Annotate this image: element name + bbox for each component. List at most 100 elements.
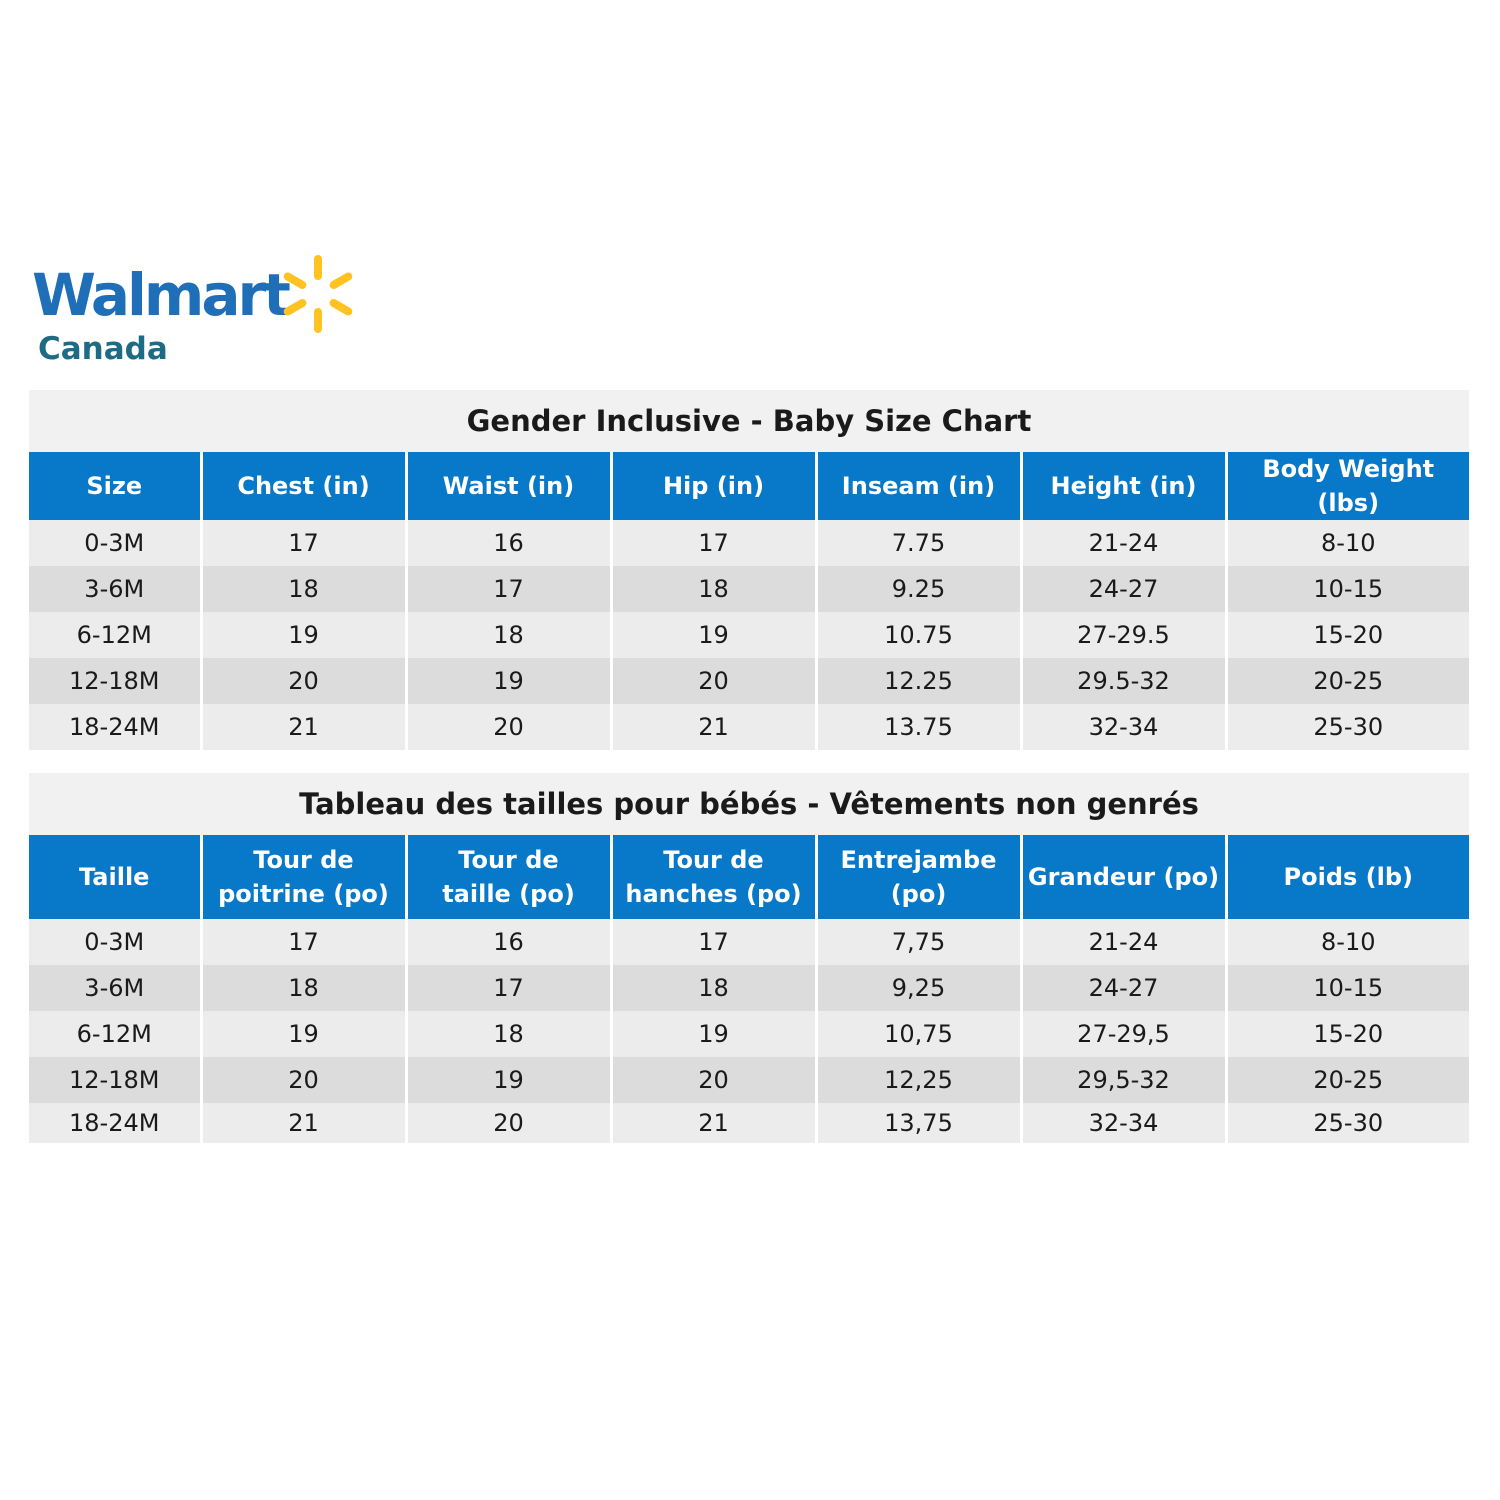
size-chart-english: Gender Inclusive - Baby Size Chart Size C… [29,390,1469,750]
column-header-text: Height (in) [1050,472,1197,500]
value-cell: 19 [199,612,406,658]
value-cell: 15-20 [1224,1011,1469,1057]
column-header-text: taille (po) [442,880,575,908]
walmart-canada-logo: Walmart Canada [32,252,372,372]
value-cell: 21 [199,704,406,750]
column-header: Body Weight (lbs) [1224,452,1469,520]
value-cell: 27-29.5 [1019,612,1226,658]
size-cell: 3-6M [29,566,201,612]
column-header-text: Taille [79,863,150,891]
value-cell: 8-10 [1224,520,1469,566]
column-header: Inseam (in) [814,452,1021,520]
value-cell: 16 [404,919,611,965]
size-table: Taille Tour de poitrine (po) Tour de taille … [29,835,1469,1143]
value-cell: 21 [609,704,816,750]
size-cell: 12-18M [29,658,201,704]
column-header: Height (in) [1019,452,1226,520]
value-cell: 9,25 [814,965,1021,1011]
value-cell: 24-27 [1019,566,1226,612]
size-cell: 18-24M [29,704,201,750]
column-header: Chest (in) [199,452,406,520]
column-header-text: Tour de [458,846,559,874]
value-cell: 17 [404,566,611,612]
value-cell: 18 [199,965,406,1011]
column-header-text: Size [86,472,143,500]
spark-icon [283,255,353,333]
value-cell: 19 [404,658,611,704]
value-cell: 16 [404,520,611,566]
table-row: 3-6M 18 17 18 9,25 24-27 10-15 [29,965,1469,1011]
value-cell: 20 [199,658,406,704]
table-row: 12-18M 20 19 20 12.25 29.5-32 20-25 [29,658,1469,704]
value-cell: 17 [404,965,611,1011]
size-cell: 0-3M [29,919,201,965]
value-cell: 15-20 [1224,612,1469,658]
value-cell: 20 [609,658,816,704]
column-header: Hip (in) [609,452,816,520]
value-cell: 19 [609,1011,816,1057]
value-cell: 8-10 [1224,919,1469,965]
column-header: Waist (in) [404,452,611,520]
column-header-text: poitrine (po) [218,880,389,908]
table-row: 18-24M 21 20 21 13.75 32-34 25-30 [29,704,1469,750]
column-header: Tour de poitrine (po) [199,835,406,919]
logo-wordmark: Walmart [32,261,291,329]
header-row: Size Chest (in) Waist (in) Hip (in) Inseam (… [29,452,1469,520]
table-body: 0-3M 17 16 17 7.75 21-24 8-10 3-6M 18 17 18 9.25 24-… [29,520,1469,750]
value-cell: 20 [404,1103,611,1143]
column-header: Poids (lb) [1224,835,1469,919]
column-header-text: Poids (lb) [1283,863,1413,891]
size-cell: 6-12M [29,612,201,658]
value-cell: 32-34 [1019,1103,1226,1143]
column-header-text: Body Weight (lbs) [1262,455,1435,517]
value-cell: 13,75 [814,1103,1021,1143]
value-cell: 19 [609,612,816,658]
value-cell: 18 [404,612,611,658]
value-cell: 18 [609,566,816,612]
column-header: Entrejambe (po) [814,835,1021,919]
column-header: Tour de hanches (po) [609,835,816,919]
value-cell: 7.75 [814,520,1021,566]
value-cell: 17 [199,520,406,566]
table-body: 0-3M 17 16 17 7,75 21-24 8-10 3-6M 18 17 18 9,25 24-… [29,919,1469,1143]
value-cell: 18 [199,566,406,612]
value-cell: 20 [609,1057,816,1103]
value-cell: 18 [404,1011,611,1057]
value-cell: 21 [609,1103,816,1143]
value-cell: 19 [404,1057,611,1103]
column-header-text: Waist (in) [442,472,575,500]
table-row: 6-12M 19 18 19 10,75 27-29,5 15-20 [29,1011,1469,1057]
table-row: 0-3M 17 16 17 7.75 21-24 8-10 [29,520,1469,566]
size-chart-french: Tableau des tailles pour bébés - Vêtemen… [29,773,1469,1143]
value-cell: 20-25 [1224,1057,1469,1103]
value-cell: 12.25 [814,658,1021,704]
size-cell: 0-3M [29,520,201,566]
value-cell: 27-29,5 [1019,1011,1226,1057]
column-header-text: Grandeur (po) [1027,863,1220,891]
value-cell: 10-15 [1224,965,1469,1011]
value-cell: 12,25 [814,1057,1021,1103]
column-header: Tour de taille (po) [404,835,611,919]
value-cell: 10.75 [814,612,1021,658]
table-row: 18-24M 21 20 21 13,75 32-34 25-30 [29,1103,1469,1143]
column-header: Size [29,452,201,520]
logo-subtitle: Canada [38,331,168,367]
value-cell: 18 [609,965,816,1011]
value-cell: 17 [609,520,816,566]
chart-title: Tableau des tailles pour bébés - Vêtemen… [299,787,1199,821]
column-header-text: Tour de [253,846,354,874]
column-header-text: (po) [890,880,947,908]
column-header: Taille [29,835,201,919]
value-cell: 21-24 [1019,919,1226,965]
value-cell: 10-15 [1224,566,1469,612]
value-cell: 21 [199,1103,406,1143]
value-cell: 25-30 [1224,704,1469,750]
column-header: Grandeur (po) [1019,835,1226,919]
value-cell: 29.5-32 [1019,658,1226,704]
value-cell: 10,75 [814,1011,1021,1057]
size-cell: 18-24M [29,1103,201,1143]
column-header-text: Entrejambe [840,846,997,874]
column-header-text: Hip (in) [662,472,765,500]
table-row: 0-3M 17 16 17 7,75 21-24 8-10 [29,919,1469,965]
value-cell: 17 [609,919,816,965]
